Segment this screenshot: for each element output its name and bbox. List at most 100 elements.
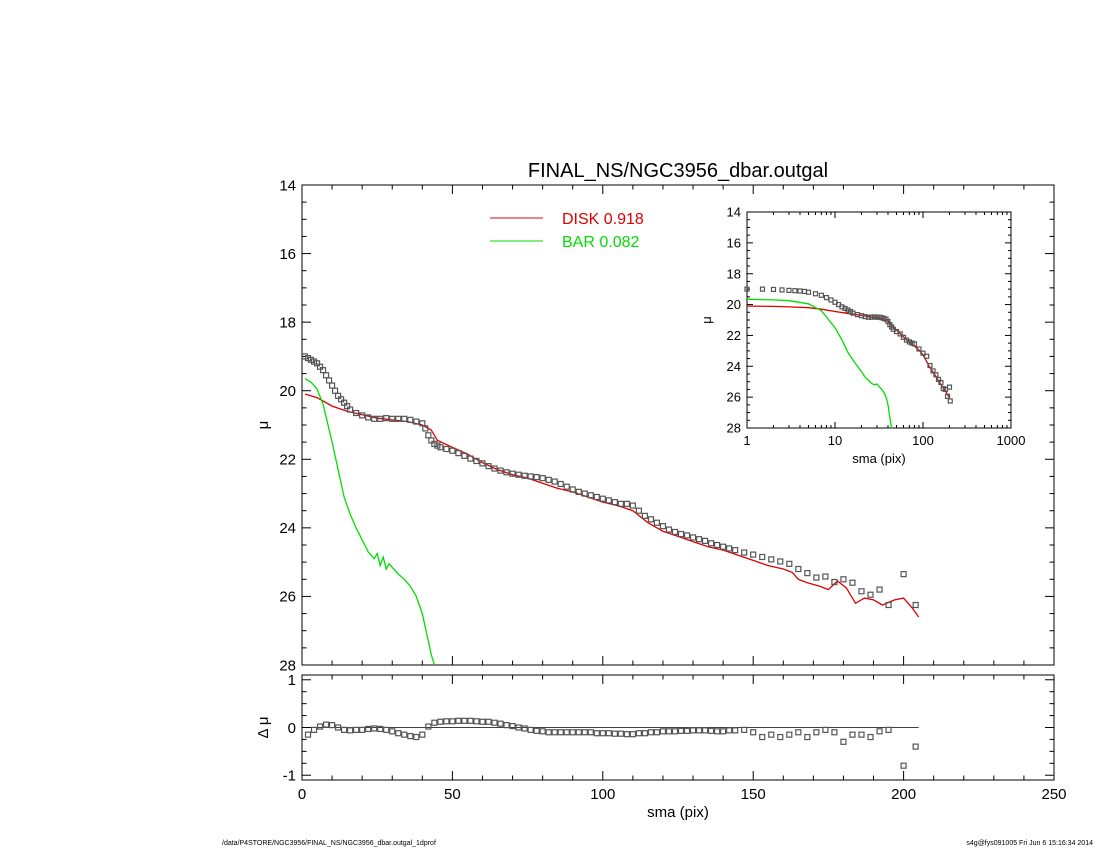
main-data-point [461,452,468,459]
inset-data-point [828,297,834,303]
main-data-point [479,460,486,467]
inset-data-point [927,362,933,369]
residual-data-point [701,727,709,734]
main-ytick-label: 20 [279,383,296,400]
residual-data-point [473,718,480,725]
residual-data-point [551,729,558,736]
main-ytick-label: 18 [279,314,296,331]
residual-data-point [371,725,378,732]
main-data-point [683,532,691,539]
residual-data-point [413,733,420,741]
main-data-point [437,444,444,451]
main-data-point [659,523,667,530]
main-data-point [876,586,883,593]
main-data-point [359,412,366,419]
main-data-point [581,490,588,497]
main-data-point [629,502,636,509]
residual-data-point [383,726,390,733]
main-data-point [425,432,432,439]
residual-data-point [563,729,570,736]
inset-xtick-label: 100 [912,433,934,448]
inset-data-point [911,341,918,347]
main-data-point [401,415,408,422]
main-data-point [395,415,402,422]
main-data-point [491,465,498,472]
main-data-point [322,372,330,379]
main-data-point [539,475,546,482]
legend-label-disk: DISK 0.918 [562,211,644,228]
residual-data-point [310,726,318,733]
main-data-point [545,476,552,483]
residual-data-point [741,726,748,733]
main-data-point [813,574,820,581]
residual-data-point [467,717,474,724]
main-data-point [831,578,838,586]
inset-data-point [868,314,875,320]
inset-y-axis-label: μ [699,316,714,324]
residual-data-point [491,719,498,726]
main-data-point [671,528,679,536]
main-data-point [467,455,474,462]
residual-data-point [659,728,667,735]
main-data-point [413,418,420,425]
residual-data-point [515,724,522,731]
inset-frame: 14 16 18 20 22 24 26 281 10 100 1000 [727,205,1026,448]
residual-data-point [593,730,600,737]
inset-data-point [744,286,750,292]
residual-data-point [641,730,649,737]
main-data-point [665,526,673,533]
residual-data-point [786,731,793,738]
residual-data-point [689,727,697,734]
inset-ytick-label: 18 [727,266,741,281]
inset-data-point [786,287,792,293]
residual-data-point [341,726,348,733]
residual-x-axis-label: sma (pix) [647,804,709,821]
main-data-point [407,416,414,423]
main-data-point [677,530,685,538]
main-data-point [885,601,892,609]
main-data-point [551,478,558,485]
residual-data-point [599,730,606,737]
inset-data-point [759,286,766,292]
residual-data-point [726,727,733,734]
residual-data-point [629,731,636,738]
residual-data-point [617,730,624,737]
main-line-bar [304,378,436,666]
residual-data-point [587,729,594,736]
residual-data-point [557,729,564,736]
main-data-point [858,588,865,595]
residual-xtick-label: 0 [298,786,306,803]
main-data-point [383,415,390,422]
inset-xtick-label: 1000 [997,433,1026,448]
residual-data-point [635,730,642,737]
inset-xtick-label: 10 [828,433,842,448]
residual-data-point [401,731,408,738]
residual-data-point [759,733,766,741]
residual-data-point [840,738,847,745]
main-data-point [575,488,582,495]
main-data-point [557,480,564,488]
main-ytick-label: 28 [279,657,296,674]
residual-data-point [347,727,354,734]
inset-ytick-label: 20 [727,297,741,312]
main-data-point [569,486,576,493]
main-data-point [509,470,516,477]
residual-data-point [316,723,324,730]
inset-data-point [938,379,944,386]
residual-data-point [322,721,330,728]
residual-data-point [521,725,528,732]
residual-xtick-label: 100 [590,786,615,803]
residual-data-point [461,717,468,724]
main-data-point [527,473,534,480]
main-data-point [641,512,649,519]
main-data-point [701,537,709,544]
residual-data-point [858,731,865,738]
main-data-point [325,377,333,384]
main-data-point [795,565,802,573]
residual-data-point [707,727,715,734]
residual-data-point [647,729,655,736]
legend-label-bar: BAR 0.082 [562,234,639,251]
residual-data-point [575,729,582,736]
residual-data-point [377,725,384,733]
